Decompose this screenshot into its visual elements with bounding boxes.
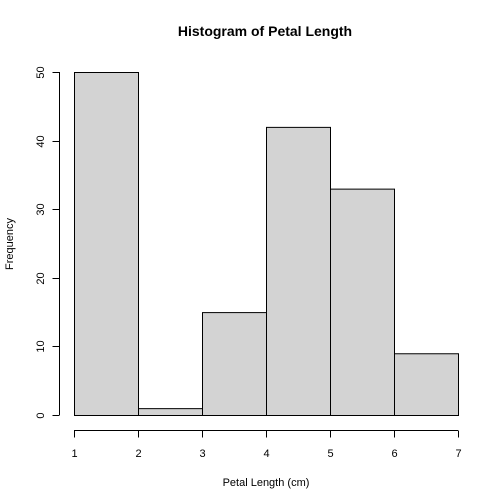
histogram-bar bbox=[202, 312, 267, 417]
x-tick-label: 1 bbox=[71, 448, 77, 460]
x-tick-label: 7 bbox=[455, 448, 461, 460]
y-tick-label: 0 bbox=[35, 412, 47, 418]
bars-group bbox=[74, 72, 459, 417]
x-axis-label: Petal Length (cm) bbox=[223, 477, 310, 489]
histogram-bar bbox=[266, 126, 331, 416]
x-tick-label: 6 bbox=[391, 448, 397, 460]
y-tick-label: 50 bbox=[35, 66, 47, 78]
x-tick-label: 4 bbox=[263, 448, 269, 460]
x-tick-label: 3 bbox=[199, 448, 205, 460]
chart-title: Histogram of Petal Length bbox=[178, 23, 352, 39]
y-tick-label: 20 bbox=[35, 272, 47, 284]
x-tick-label: 2 bbox=[135, 448, 141, 460]
x-axis: 1 2 3 4 5 6 7 bbox=[71, 430, 462, 460]
y-axis: 0 10 20 30 40 50 bbox=[35, 66, 60, 419]
x-tick-label: 5 bbox=[327, 448, 333, 460]
y-tick-label: 40 bbox=[35, 135, 47, 147]
y-tick-label: 10 bbox=[35, 340, 47, 352]
histogram-bar bbox=[74, 72, 139, 416]
y-axis-label: Frequency bbox=[4, 218, 16, 270]
histogram-bar bbox=[394, 353, 459, 417]
histogram-bar bbox=[330, 188, 395, 416]
histogram-bar bbox=[138, 408, 203, 417]
y-tick-label: 30 bbox=[35, 203, 47, 215]
